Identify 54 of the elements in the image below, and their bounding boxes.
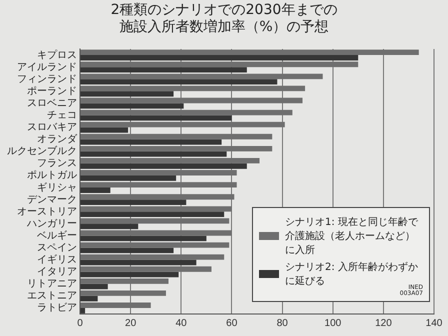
y-tick-label: アイルランド xyxy=(17,62,77,73)
y-tick-label: リトアニア xyxy=(27,278,77,290)
bar xyxy=(80,127,128,133)
bar xyxy=(80,260,196,266)
x-tick-label: 40 xyxy=(176,318,188,329)
y-tick-label: ラトビア xyxy=(37,302,77,314)
bar xyxy=(80,236,206,242)
x-tick-label: 100 xyxy=(324,318,342,329)
bar xyxy=(80,115,232,121)
bar xyxy=(80,139,222,145)
bar xyxy=(80,79,278,85)
bar xyxy=(80,55,358,60)
bar xyxy=(80,91,174,97)
y-tick-label: イタリア xyxy=(37,266,77,278)
bar xyxy=(80,224,138,230)
y-tick-label: ハンガリー xyxy=(26,218,77,230)
x-tick-label: 120 xyxy=(375,318,392,329)
bar xyxy=(80,248,174,254)
y-tick-label: キプロス xyxy=(37,48,77,61)
bar xyxy=(80,67,247,72)
bar xyxy=(80,284,108,290)
bar xyxy=(80,151,227,157)
y-tick-label: ルクセンブルク xyxy=(7,145,77,158)
bar xyxy=(80,163,247,169)
bar xyxy=(80,103,184,109)
bar xyxy=(80,200,186,205)
x-tick-label: 0 xyxy=(77,318,84,329)
x-tick-label: 60 xyxy=(226,318,238,329)
x-tick-label: 80 xyxy=(276,318,288,329)
y-tick-label: スロバキア xyxy=(27,122,77,134)
x-tick-label: 20 xyxy=(125,318,137,329)
y-tick-label: スロベニア xyxy=(27,98,77,109)
y-tick-label: オーストリア xyxy=(17,206,77,218)
x-tick-label: 140 xyxy=(426,318,443,329)
bar xyxy=(80,188,110,193)
y-tick-label: イギリス xyxy=(37,254,77,266)
y-tick-label: デンマーク xyxy=(27,194,77,206)
y-tick-label: ポルトガル xyxy=(27,170,77,182)
y-tick-label: エストニア xyxy=(27,290,77,302)
y-tick-label: フランス xyxy=(37,158,77,170)
bar xyxy=(80,296,98,302)
bar xyxy=(80,175,176,181)
y-tick-label: ポーランド xyxy=(27,86,77,97)
y-tick-label: ベルギー xyxy=(37,229,77,242)
y-tick-label: スペイン xyxy=(37,242,77,254)
y-tick-label: ギリシャ xyxy=(37,181,77,194)
bar xyxy=(80,212,224,218)
legend-label: シナリオ1: 現在と同じ年齢で介護施設（老人ホームなど）に入所 xyxy=(285,216,419,257)
y-tick-label: フィンランド xyxy=(17,74,77,85)
bar xyxy=(80,308,86,314)
y-tick-label: オランダ xyxy=(37,133,78,146)
y-tick-label: チェコ xyxy=(47,110,77,121)
chart-title: 2種類のシナリオでの2030年までの施設入所者数増加率（%）の予想 xyxy=(110,1,338,37)
bar xyxy=(80,272,179,278)
